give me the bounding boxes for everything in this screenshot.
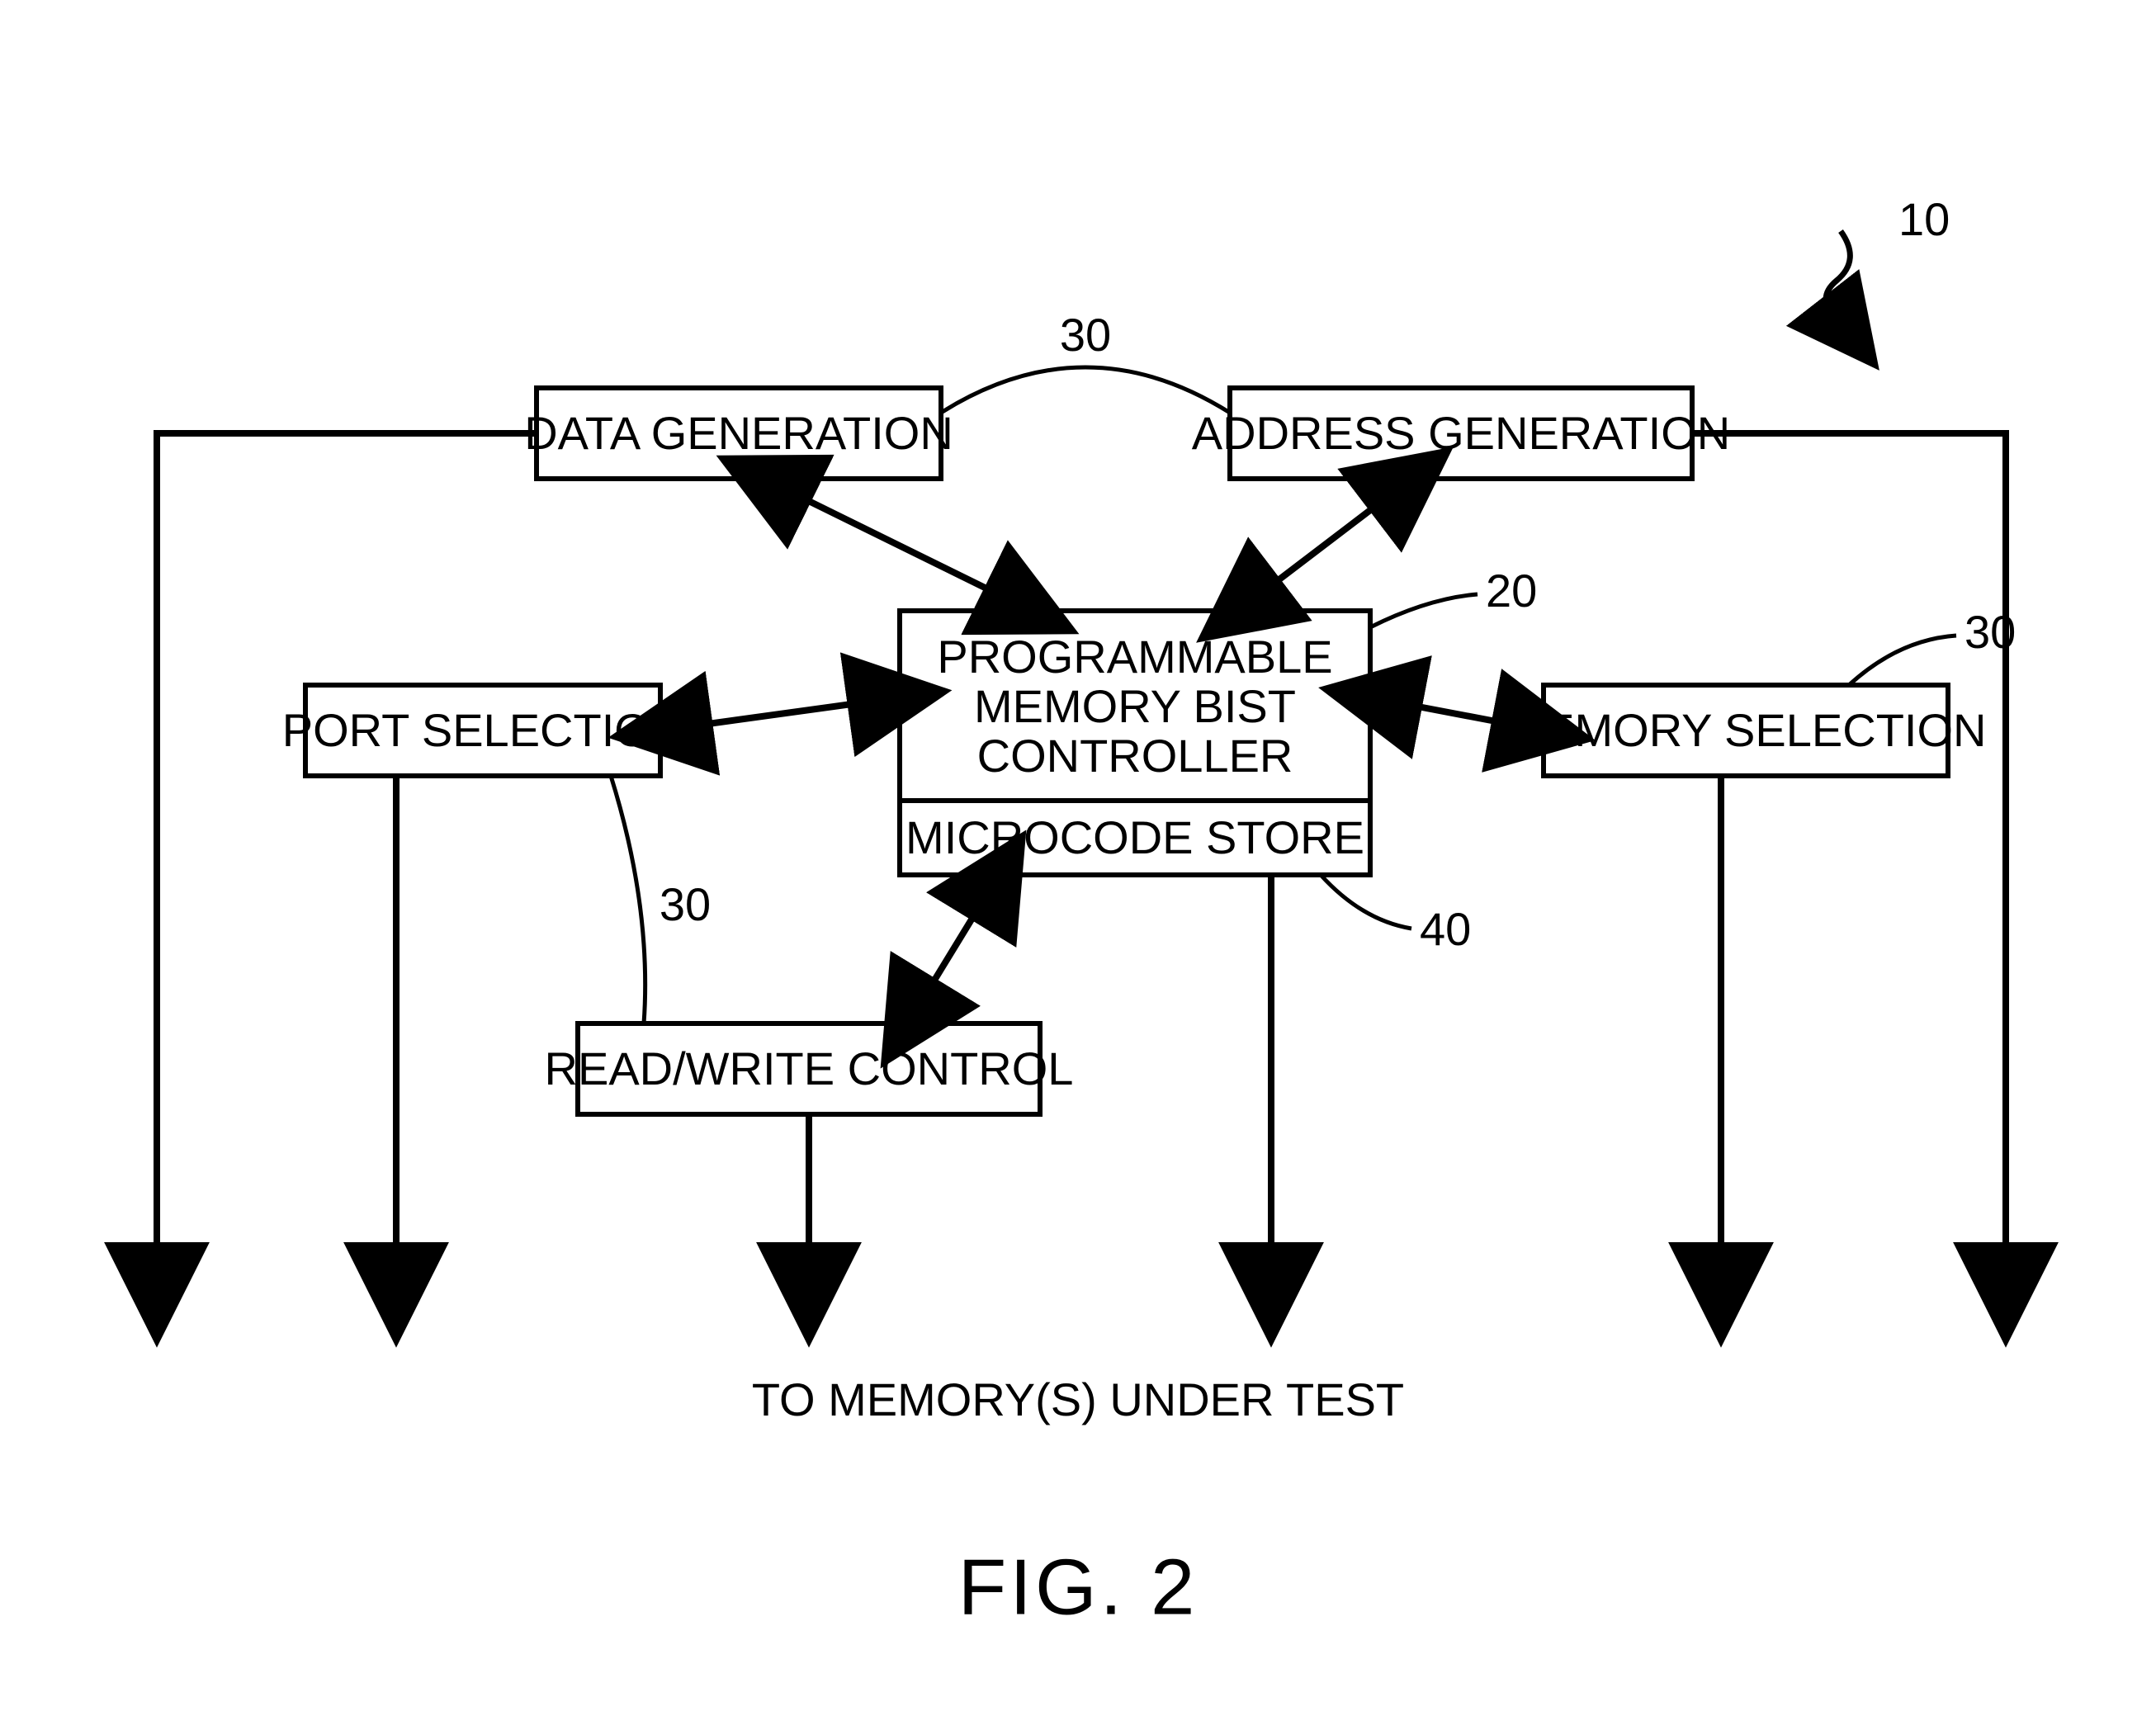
arrow-controller-datagen (764, 479, 1032, 611)
controller-line2: MEMORY BIST (974, 680, 1296, 732)
controller-line1: PROGRAMMABLE (937, 631, 1332, 683)
microcode-store-label: MICROCODE STORE (905, 811, 1364, 863)
ref10-squiggle (1826, 231, 1874, 363)
ref30-port-rw: 30 (660, 878, 711, 930)
ref30-port-rw-leader (611, 776, 645, 1023)
figure-caption: FIG. 2 (958, 1543, 1199, 1631)
arrow-addrgen-down (1692, 433, 2006, 1337)
arrow-controller-portsel (660, 697, 900, 730)
ref30-top: 30 (1060, 309, 1111, 361)
ref20-ref: 20 (1486, 565, 1537, 617)
controller-line3: CONTROLLER (977, 730, 1293, 782)
read-write-control-block-label: READ/WRITE CONTROL (545, 1042, 1074, 1094)
bottom-label: TO MEMORY(S) UNDER TEST (752, 1373, 1404, 1425)
port-selection-block-label: PORT SELECTION (282, 704, 684, 756)
ref40-ref: 40 (1420, 903, 1471, 955)
arrow-controller-addrgen (1238, 479, 1411, 611)
data-generation-block-label: DATA GENERATION (524, 407, 953, 459)
ref40-leader (1321, 875, 1411, 929)
arrow-controller-rwctrl (908, 875, 999, 1023)
ref30-memsel-leader (1849, 636, 1956, 685)
arrow-datagen-down (157, 433, 537, 1337)
memory-selection-block-label: MEMORY SELECTION (1506, 704, 1987, 756)
address-generation-block-label: ADDRESS GENERATION (1192, 407, 1730, 459)
ref30-top-leader (941, 367, 1230, 413)
ref10: 10 (1898, 193, 1950, 245)
ref20-leader (1370, 594, 1478, 627)
